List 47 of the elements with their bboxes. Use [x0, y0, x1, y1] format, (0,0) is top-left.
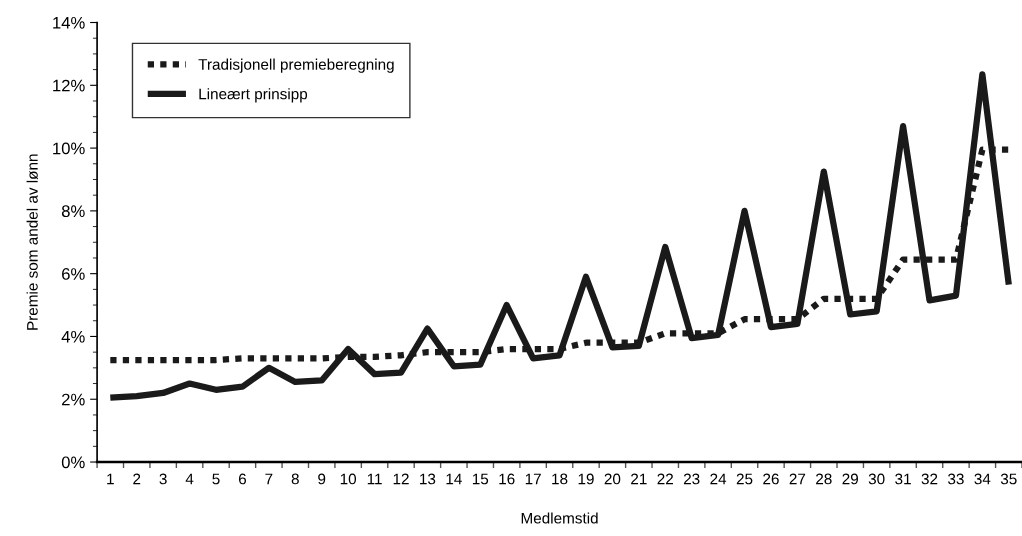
x-tick-label: 24	[710, 473, 727, 485]
x-tick-label: 12	[393, 473, 409, 485]
x-tick-label: 6	[238, 473, 247, 485]
x-tick-label: 29	[842, 473, 858, 485]
x-tick-label: 9	[318, 473, 326, 485]
x-tick-label: 7	[265, 473, 273, 485]
y-tick-label: 6%	[62, 268, 85, 280]
x-tick-label: 22	[657, 473, 673, 485]
x-tick-label: 25	[736, 473, 753, 485]
x-tick-label: 31	[895, 473, 911, 485]
x-tick-label: 20	[604, 473, 621, 485]
y-tick-label: 12%	[53, 79, 85, 92]
x-tick-label: 10	[340, 473, 357, 485]
x-tick-label: 27	[789, 473, 806, 485]
x-tick-label: 14	[446, 473, 462, 485]
x-tick-label: 18	[552, 473, 568, 485]
x-tick-label: 2	[133, 473, 141, 485]
x-tick-label: 23	[683, 473, 700, 485]
legend-label: Lineært prinsipp	[199, 88, 308, 103]
x-tick-label: 15	[472, 473, 489, 485]
y-tick-label: 10%	[53, 142, 85, 155]
x-tick-label: 8	[291, 473, 299, 485]
x-axis-title: Medlemstid	[521, 512, 598, 524]
x-tick-label: 4	[185, 473, 194, 485]
x-tick-label: 16	[499, 473, 515, 485]
x-tick-label: 17	[525, 473, 541, 485]
x-tick-label: 21	[631, 473, 647, 485]
x-tick-label: 26	[763, 473, 779, 485]
x-tick-label: 5	[212, 473, 220, 485]
x-tick-label: 35	[1000, 473, 1017, 485]
x-tick-label: 30	[868, 473, 885, 485]
y-tick-label: 2%	[62, 393, 85, 406]
x-tick-label: 34	[974, 473, 991, 485]
x-tick-label: 19	[578, 473, 594, 485]
legend-label: Tradisjonell premieberegning	[198, 58, 394, 73]
x-tick-label: 3	[159, 473, 167, 485]
y-tick-label: 0%	[61, 456, 85, 469]
x-tick-label: 28	[816, 473, 832, 485]
y-tick-label: 8%	[61, 205, 85, 218]
x-tick-label: 11	[367, 473, 382, 485]
y-tick-label: 4%	[61, 330, 85, 343]
y-tick-label: 14%	[53, 16, 85, 29]
x-tick-label: 33	[948, 473, 964, 485]
x-tick-label: 13	[420, 473, 436, 485]
x-tick-label: 32	[921, 473, 938, 485]
y-axis-title: Premie som andel av lønn	[26, 154, 38, 330]
x-tick-label: 1	[107, 473, 114, 485]
